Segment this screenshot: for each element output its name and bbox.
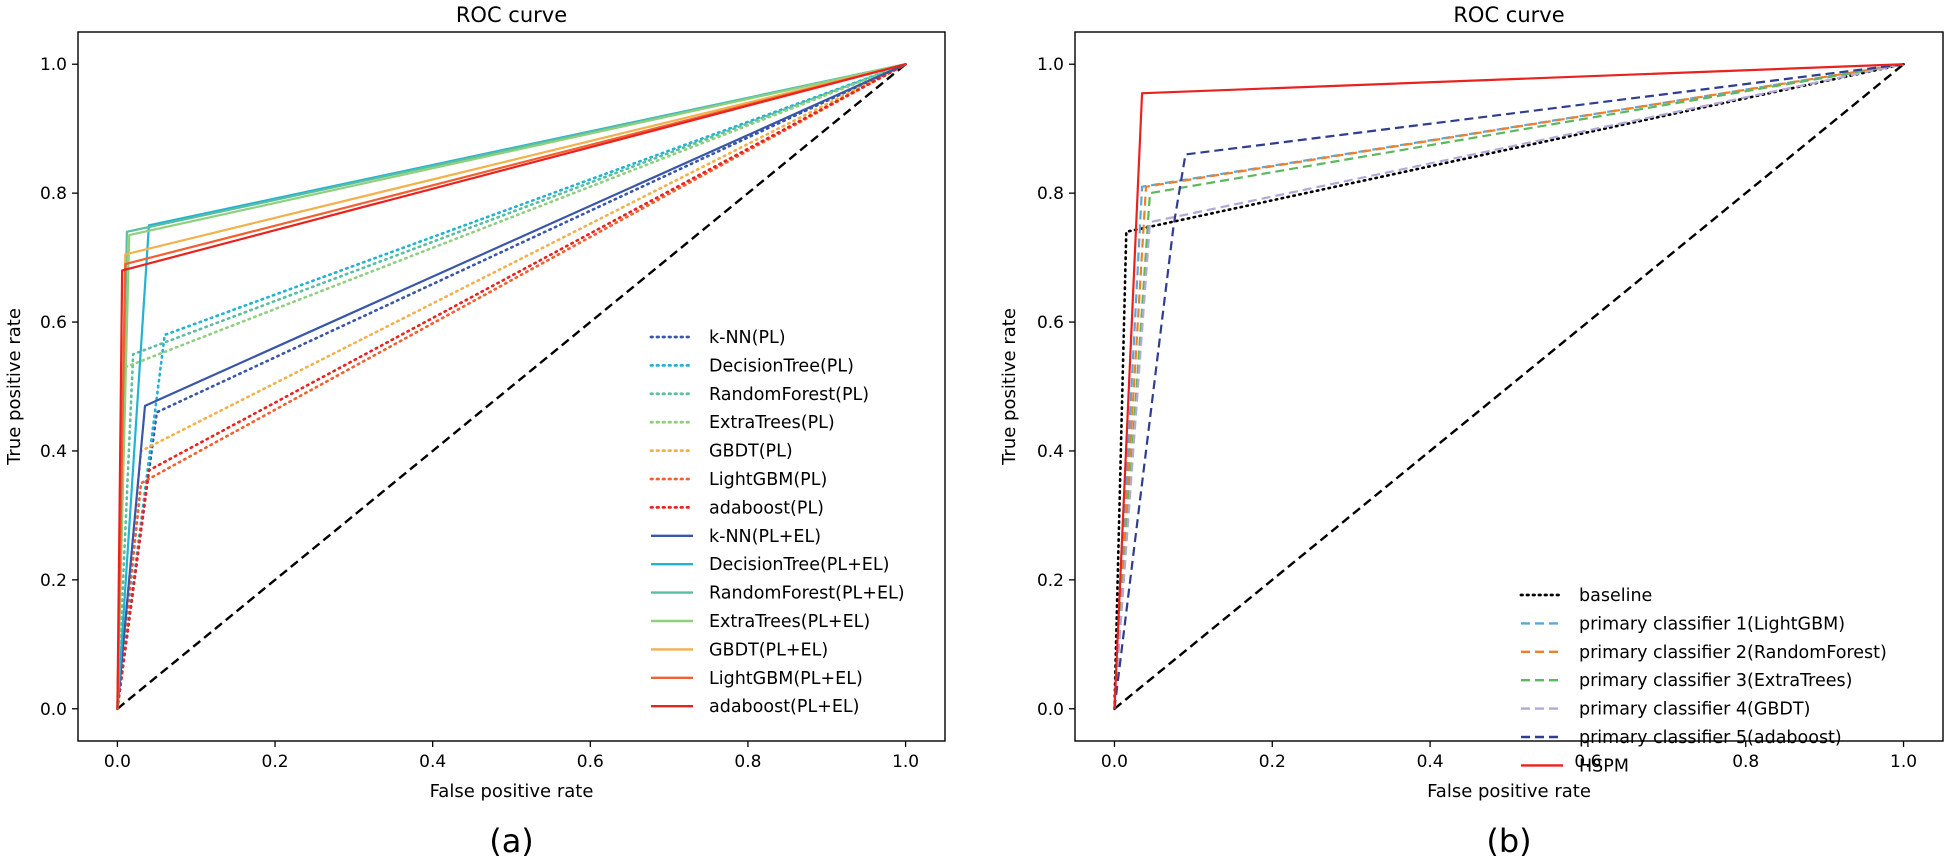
y-tick-label: 0.6 (40, 313, 67, 333)
roc-panel-a: ROC curve 0.0 0.2 0.4 0.6 0.8 1.0 0.0 0.2 0.4 0.6 0… (4, 3, 946, 860)
series-line-primary-classifier-5-adaboost (1113, 63, 1904, 709)
x-tick-label: 0.2 (1259, 752, 1286, 772)
chart-title: ROC curve (1453, 3, 1564, 27)
series-line-hspm (1113, 63, 1904, 709)
x-tick-label: 0.2 (262, 752, 289, 772)
axes-frame (1074, 31, 1944, 742)
legend-label: GBDT(PL+EL) (709, 640, 828, 660)
legend-label: primary classifier 2(RandomForest) (1579, 643, 1887, 663)
legend-label: LightGBM(PL) (709, 470, 827, 490)
data-lines (1113, 62, 1905, 711)
x-tick-label: 1.0 (892, 752, 919, 772)
x-tick-label: 0.4 (1417, 752, 1444, 772)
y-tick-label: 0.6 (1037, 313, 1064, 333)
y-tick-label: 0.2 (40, 571, 67, 591)
legend-label: primary classifier 3(ExtraTrees) (1579, 671, 1852, 691)
legend-label: DecisionTree(PL) (709, 356, 854, 376)
legend-label: baseline (1579, 586, 1652, 606)
y-tick-label: 0.4 (40, 442, 67, 462)
x-tick-label: 0.4 (419, 752, 446, 772)
series-line-primary-classifier-4-gbdt (1113, 63, 1904, 709)
y-tick-label: 0.4 (1037, 442, 1064, 462)
x-tick-label: 0.8 (1732, 752, 1759, 772)
series-line-adaboost-pl (116, 62, 907, 711)
legend-label: DecisionTree(PL+EL) (709, 555, 889, 575)
legend-label: primary classifier 1(LightGBM) (1579, 614, 1845, 634)
legend-label: adaboost(PL) (709, 498, 824, 518)
roc-panel-b: ROC curve 0.0 0.2 0.4 0.6 0.8 1.0 0.0 0.2 0.4 0.6 0… (999, 3, 1944, 860)
series-line-randomforest-pl (116, 62, 907, 711)
series-line-lightgbm-pl (116, 62, 907, 711)
legend-label: adaboost(PL+EL) (709, 697, 860, 717)
legend-label: primary classifier 5(adaboost) (1579, 728, 1842, 748)
legend-label: RandomForest(PL+EL) (709, 584, 905, 604)
x-tick-label: 0.8 (734, 752, 761, 772)
y-tick-label: 0.8 (40, 184, 67, 204)
axes-frame (77, 31, 946, 742)
x-axis-label: False positive rate (1427, 781, 1591, 802)
series-line-k-nn-pl-el (116, 63, 907, 709)
x-tick-label: 1.0 (1890, 752, 1917, 772)
series-line-primary-classifier-1-lightgbm (1113, 63, 1904, 709)
y-tick-label: 0.8 (1037, 184, 1064, 204)
legend-label: LightGBM(PL+EL) (709, 669, 863, 689)
panel-label: (b) (1486, 822, 1531, 860)
x-axis-label: False positive rate (430, 781, 594, 802)
legend: k-NN(PL) DecisionTree(PL) RandomForest(PL)… (649, 328, 905, 717)
panel-label: (a) (489, 822, 534, 860)
diagonal-chance-line (116, 63, 907, 710)
x-tick-label: 0.6 (577, 752, 604, 772)
y-tick-label: 0.2 (1037, 571, 1064, 591)
data-lines (116, 62, 907, 711)
series-line-primary-classifier-2-randomforest (1113, 63, 1904, 709)
legend: baseline primary classifier 1(LightGBM) pr… (1519, 586, 1887, 776)
series-line-adaboost-pl-el (116, 63, 906, 709)
x-tick-label: 0.0 (1101, 752, 1128, 772)
series-line-extratrees-pl-el (116, 63, 906, 709)
legend-label: HSPM (1579, 756, 1629, 776)
legend-label: RandomForest(PL) (709, 385, 869, 405)
y-tick-label: 1.0 (40, 55, 67, 75)
diagonal-chance-line (1113, 63, 1905, 710)
y-tick-label: 1.0 (1037, 55, 1064, 75)
legend-label: primary classifier 4(GBDT) (1579, 700, 1810, 720)
legend-label: ExtraTrees(PL+EL) (709, 612, 870, 632)
y-axis-label: True positive rate (4, 308, 25, 466)
chart-title: ROC curve (456, 3, 567, 27)
series-line-baseline (1113, 62, 1905, 711)
legend-label: ExtraTrees(PL) (709, 413, 835, 433)
legend-label: GBDT(PL) (709, 442, 793, 462)
y-tick-label: 0.0 (1037, 700, 1064, 720)
legend-label: k-NN(PL) (709, 328, 786, 348)
series-line-k-nn-pl (116, 62, 907, 711)
y-axis-label: True positive rate (999, 308, 1020, 466)
x-tick-label: 0.0 (104, 752, 131, 772)
legend-label: k-NN(PL+EL) (709, 527, 821, 547)
x-tick-label: 0.6 (1574, 752, 1601, 772)
y-tick-label: 0.0 (40, 700, 67, 720)
